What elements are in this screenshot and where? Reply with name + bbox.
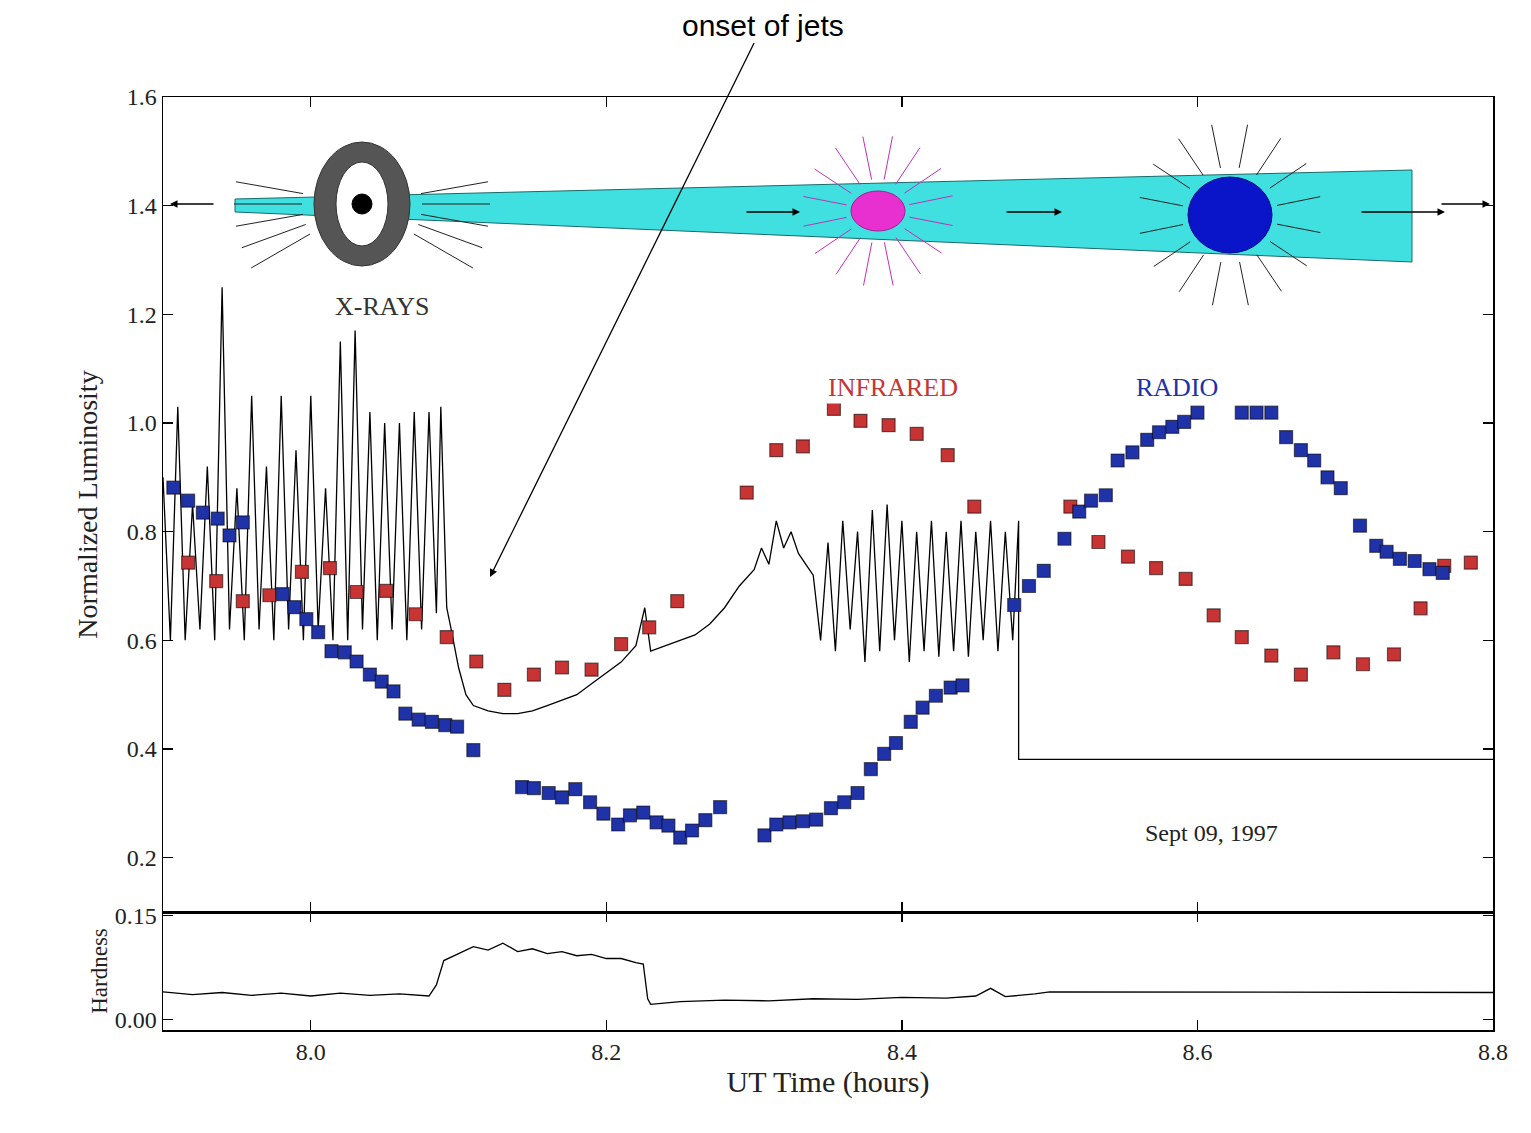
svg-text:8.8: 8.8 xyxy=(1478,1039,1508,1065)
svg-text:RADIO: RADIO xyxy=(1136,373,1218,402)
svg-text:onset of jets: onset of jets xyxy=(682,9,844,42)
svg-text:0.8: 0.8 xyxy=(127,519,157,545)
svg-text:1.4: 1.4 xyxy=(127,193,157,219)
svg-text:UT Time (hours): UT Time (hours) xyxy=(727,1065,930,1099)
svg-text:Normalized Luminosity: Normalized Luminosity xyxy=(72,370,103,638)
svg-text:8.4: 8.4 xyxy=(887,1039,917,1065)
svg-text:Hardness: Hardness xyxy=(87,928,112,1014)
svg-text:1.6: 1.6 xyxy=(127,84,157,110)
svg-text:1.2: 1.2 xyxy=(127,302,157,328)
svg-text:8.2: 8.2 xyxy=(591,1039,621,1065)
svg-text:1.0: 1.0 xyxy=(127,410,157,436)
svg-text:X-RAYS: X-RAYS xyxy=(335,292,429,321)
svg-text:0.2: 0.2 xyxy=(127,845,157,871)
svg-text:0.4: 0.4 xyxy=(127,736,157,762)
svg-text:8.0: 8.0 xyxy=(296,1039,326,1065)
svg-text:0.6: 0.6 xyxy=(127,628,157,654)
svg-text:0.15: 0.15 xyxy=(115,903,157,929)
svg-text:0.00: 0.00 xyxy=(115,1007,157,1033)
svg-text:8.6: 8.6 xyxy=(1182,1039,1212,1065)
svg-text:INFRARED: INFRARED xyxy=(828,373,958,402)
svg-text:Sept 09, 1997: Sept 09, 1997 xyxy=(1145,820,1278,846)
